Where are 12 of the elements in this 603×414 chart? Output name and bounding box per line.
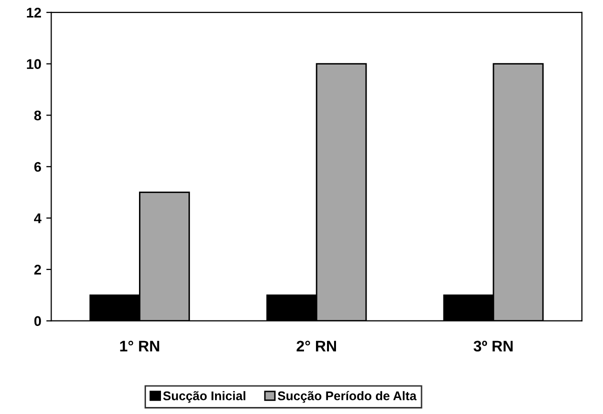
legend-label: Sucção Inicial (163, 391, 246, 403)
x-tick-label: 1° RN (120, 340, 160, 352)
y-tick-label: 8 (34, 110, 42, 120)
y-tick-label: 10 (26, 59, 41, 69)
y-tick-label: 6 (34, 162, 42, 172)
legend-label: Sucção Período de Alta (278, 390, 417, 403)
y-tick-label: 12 (26, 8, 41, 18)
x-tick-label: 2° RN (296, 340, 336, 352)
y-tick-label: 4 (34, 214, 42, 224)
y-tick-label: 0 (34, 316, 41, 326)
y-tick-label: 2 (34, 264, 41, 274)
x-tick-label: 3º RN (474, 340, 513, 352)
